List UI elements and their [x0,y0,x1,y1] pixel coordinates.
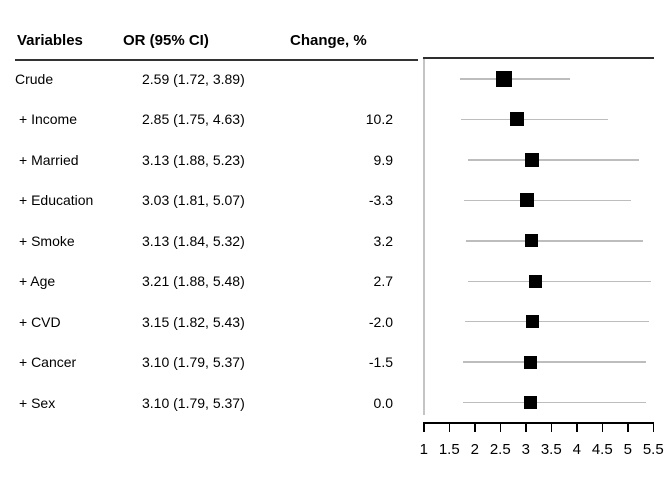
row-label: + Age [19,273,56,290]
row-label: + Sex [19,394,56,411]
row-label: + Income [19,111,77,128]
row-label: + Married [19,151,79,168]
column-header-or-ci: OR (95% CI) [123,32,209,49]
forest-marker [519,193,534,208]
row-or-ci: 3.03 (1.81, 5.07) [142,192,245,209]
table-row: + Smoke 3.13 (1.84, 5.32) 3.2 [0,231,420,251]
x-axis-tick-label: 3 [521,441,530,458]
row-change: 9.9 [373,151,393,168]
row-change: 10.2 [365,111,393,128]
row-label: + Smoke [19,232,75,249]
table-row: Crude 2.59 (1.72, 3.89) [0,69,420,89]
x-axis-tick-label: 5.5 [642,441,664,458]
x-axis-tick-label: 1.5 [438,441,460,458]
forest-ci-line [464,199,631,202]
x-axis-tick [499,422,501,432]
forest-ci-line [463,401,646,404]
row-label: + Education [19,192,94,209]
forest-marker [525,234,539,248]
row-change: -2.0 [368,313,393,330]
forest-ci-line [465,240,644,242]
x-axis-tick-label: 1 [419,441,428,458]
x-axis-tick-label: 2 [470,441,479,458]
forest-ci-line [461,118,609,121]
forest-ci-line [467,159,639,161]
forest-marker [496,71,513,87]
x-axis-tick-label: 3.5 [540,441,562,458]
row-label: + Cancer [19,354,77,371]
row-or-ci: 3.10 (1.79, 5.37) [142,354,245,371]
forest-ci-line [463,361,646,363]
forest-marker [523,355,537,369]
table-row: + Income 2.85 (1.75, 4.63) 10.2 [0,109,420,129]
forest-marker [510,112,525,127]
x-axis-tick [652,422,654,432]
row-label: + CVD [19,313,61,330]
x-axis-tick [525,422,527,432]
table-row: + Education 3.03 (1.81, 5.07) -3.3 [0,190,420,210]
plot-left-axis-line [423,59,425,415]
row-change: 3.2 [373,232,393,249]
x-axis-tick [601,422,603,432]
table-row: + Age 3.21 (1.88, 5.48) 2.7 [0,271,420,291]
x-axis-tick [448,422,450,432]
row-change: -3.3 [368,192,393,209]
x-axis-tick [576,422,578,432]
row-change: 0.0 [373,394,393,411]
column-header-variables: Variables [17,32,83,49]
row-change: 2.7 [373,273,393,290]
row-or-ci: 2.85 (1.75, 4.63) [142,111,245,128]
forest-marker [524,152,539,167]
x-axis-tick [474,422,476,432]
row-or-ci: 3.13 (1.88, 5.23) [142,151,245,168]
plot-top-border [423,57,654,59]
forest-plot: 1 1.5 2 2.5 3 3.5 4 4.5 5 5.5 [419,57,664,467]
row-label: Crude [15,71,54,87]
table-row: + Cancer 3.10 (1.79, 5.37) -1.5 [0,352,420,372]
row-or-ci: 2.59 (1.72, 3.89) [142,71,245,87]
forest-ci-line [464,320,649,323]
column-header-change: Change, % [290,32,367,49]
x-axis-tick-label: 5 [623,441,632,458]
forest-marker [523,396,537,410]
forest-marker [529,274,543,288]
header-divider-line [15,59,418,61]
row-change: -1.5 [368,354,393,371]
row-or-ci: 3.21 (1.88, 5.48) [142,273,245,290]
table-row: + CVD 3.15 (1.82, 5.43) -2.0 [0,312,420,332]
x-axis-tick-label: 2.5 [489,441,511,458]
row-or-ci: 3.15 (1.82, 5.43) [142,313,245,330]
row-or-ci: 3.10 (1.79, 5.37) [142,394,245,411]
x-axis-tick [550,422,552,432]
x-axis-line [423,422,654,424]
x-axis-tick-label: 4.5 [591,441,613,458]
row-or-ci: 3.13 (1.84, 5.32) [142,232,245,249]
x-axis-tick [423,422,425,432]
forest-ci-line [459,78,571,80]
table-row: + Married 3.13 (1.88, 5.23) 9.9 [0,150,420,170]
forest-ci-line [467,280,652,282]
forest-marker [526,315,540,329]
x-axis-tick-label: 4 [572,441,581,458]
x-axis-tick [627,422,629,432]
table-row: + Sex 3.10 (1.79, 5.37) 0.0 [0,393,420,413]
